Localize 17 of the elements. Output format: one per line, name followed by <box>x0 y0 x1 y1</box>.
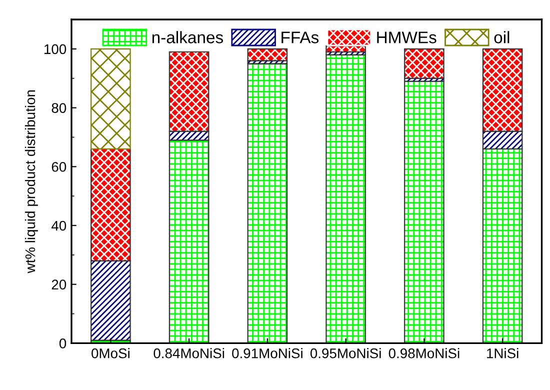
y-tick-label: 0 <box>59 338 66 348</box>
legend-label: oil <box>494 31 510 44</box>
y-tick-label: 80 <box>52 103 66 113</box>
x-tick-label: 0.84MoNiSi <box>154 348 224 358</box>
y-tick-label: 100 <box>44 44 66 54</box>
y-tick-label: 40 <box>52 220 66 231</box>
x-tick-label: 0MoSi <box>92 348 130 358</box>
x-tick-label: 0.91MoNiSi <box>232 348 302 358</box>
x-tick-label: 0.95MoNiSi <box>310 348 381 358</box>
legend-label: n-alkanes <box>152 31 223 44</box>
legend-label: FFAs <box>282 32 319 44</box>
x-tick-label: 0.98MoNiSi <box>388 348 460 358</box>
y-tick-label: 60 <box>52 162 66 172</box>
x-tick-label: 1NiSi <box>487 348 518 358</box>
y-axis-title: wt% liquid product distribution <box>24 90 38 274</box>
y-tick-label: 20 <box>52 280 66 290</box>
legend-label: HMWEs <box>377 32 436 44</box>
